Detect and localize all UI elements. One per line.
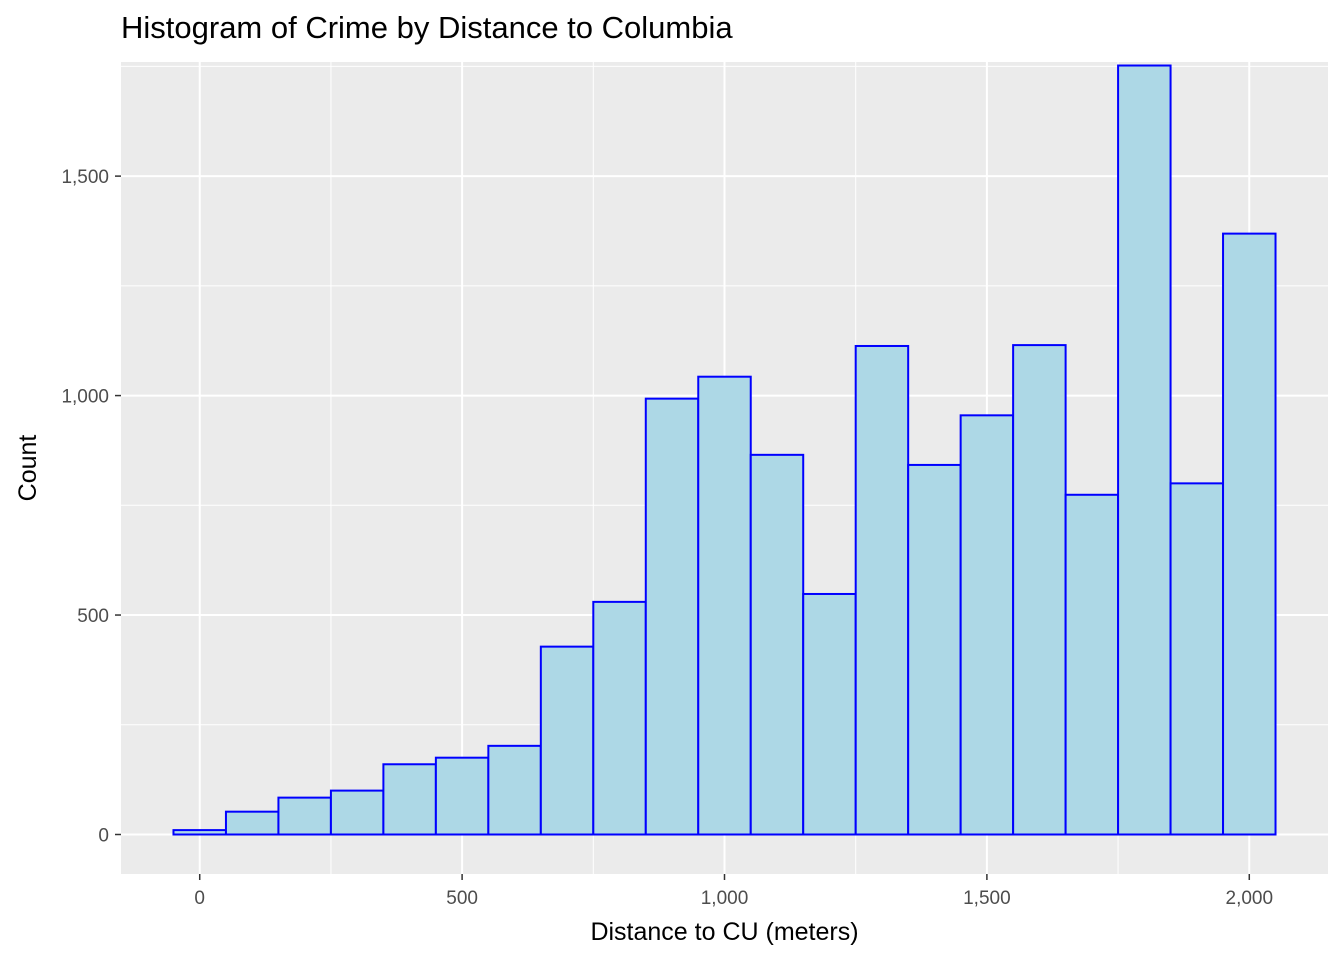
histogram-bar — [434, 756, 490, 836]
x-tick-label: 1,000 — [701, 888, 749, 909]
y-tick-label: 0 — [98, 825, 109, 846]
histogram-bar — [487, 744, 542, 836]
x-tick-label: 500 — [446, 888, 478, 909]
x-axis-title: Distance to CU (meters) — [590, 918, 858, 946]
histogram-bar — [697, 375, 752, 836]
histogram-bar — [749, 453, 805, 836]
histogram-bar — [907, 463, 962, 836]
x-tick-label: 0 — [194, 888, 205, 909]
chart-title: Histogram of Crime by Distance to Columb… — [121, 10, 733, 45]
histogram-bars — [172, 64, 1277, 836]
y-tick-label: 500 — [77, 606, 109, 627]
histogram-bar — [1169, 482, 1225, 836]
histogram-bar — [1012, 344, 1067, 836]
histogram-bar — [802, 592, 857, 836]
histogram-bar — [854, 344, 910, 836]
x-tick-label: 1,500 — [963, 888, 1011, 909]
histogram-bar — [1117, 64, 1172, 836]
x-tick-label: 2,000 — [1226, 888, 1274, 909]
histogram-bar — [644, 397, 700, 836]
histogram-bar — [592, 600, 647, 836]
histogram-bar — [329, 789, 385, 836]
histogram-bar — [172, 829, 227, 836]
y-tick-label: 1,500 — [61, 167, 109, 188]
histogram-bar — [382, 763, 437, 836]
histogram-bar — [959, 414, 1015, 836]
x-axis: 0 500 1,000 1,500 2,000 — [194, 874, 1273, 909]
histogram-bar — [539, 645, 595, 836]
y-axis-title: Count — [14, 435, 42, 502]
y-tick-label: 1,000 — [61, 387, 109, 408]
histogram-bar — [1222, 232, 1277, 836]
y-axis: 0 500 1,000 1,500 — [61, 167, 121, 846]
histogram-bar — [1064, 493, 1120, 836]
histogram-bar — [277, 796, 332, 836]
histogram-bar — [224, 810, 280, 836]
